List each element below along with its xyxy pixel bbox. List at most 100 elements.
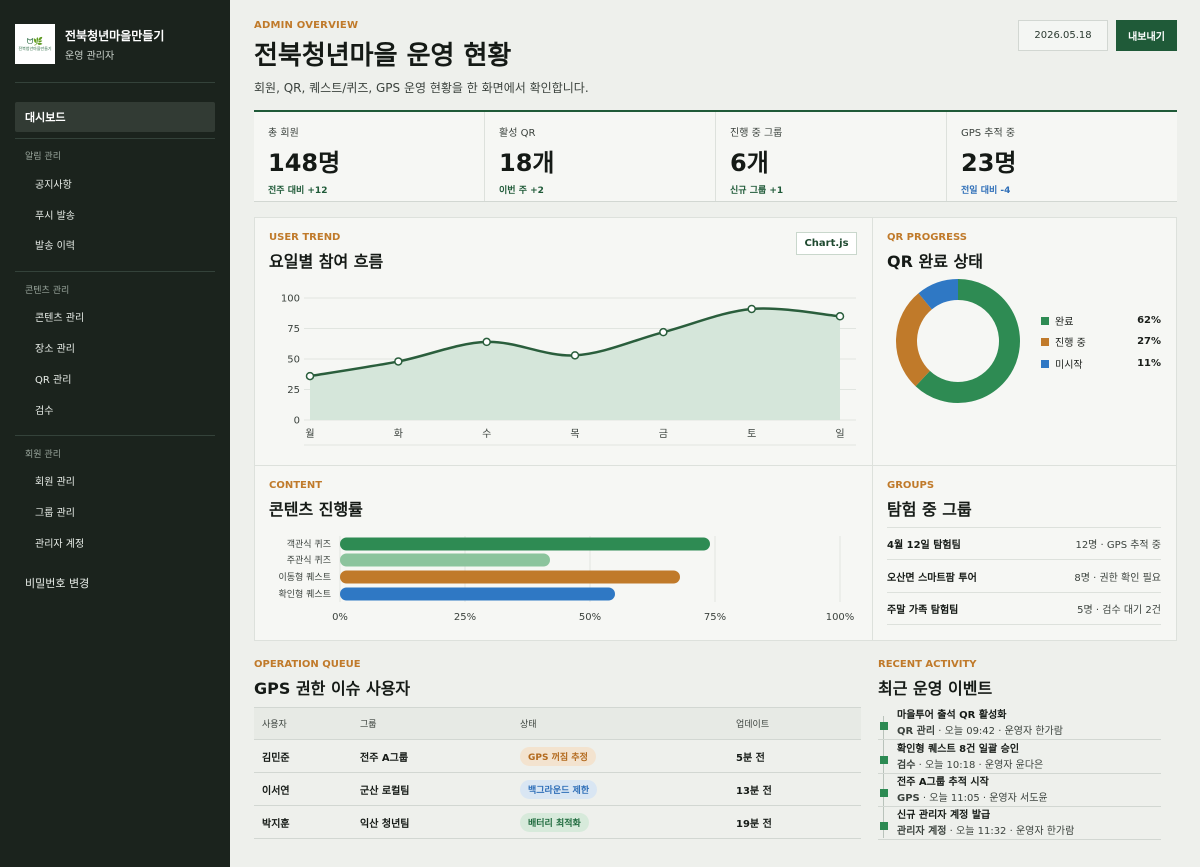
export-button[interactable]: 내보내기	[1116, 20, 1177, 51]
group-meta: 5명 · 검수 대기 2건	[1077, 605, 1161, 616]
activity-detail: · 오늘 10:18 · 운영자 윤다은	[915, 760, 1044, 771]
activity-title: 확인형 퀘스트 8건 일괄 승인	[897, 744, 1020, 755]
brand[interactable]: ᗢ🌿 전북청년마을만들기 전북청년마을만들기 운영 관리자	[15, 24, 164, 64]
activity-meta: QR 관리 · 오늘 09:42 · 운영자 한가람	[897, 722, 1063, 737]
status-badge: GPS 꺼짐 추정	[520, 746, 596, 766]
x-tick-label: 0%	[332, 612, 348, 623]
activity-item[interactable]: 확인형 퀘스트 8건 일괄 승인 검수 · 오늘 10:18 · 운영자 윤다은	[878, 740, 1161, 774]
activity-category: 검수	[897, 760, 916, 771]
cell-group: 군산 로컬팀	[360, 785, 410, 797]
x-tick-label: 화	[394, 428, 403, 440]
stat-value: 18개	[499, 149, 555, 177]
bar-category-label: 주관식 퀴즈	[287, 555, 331, 566]
activity-detail: · 오늘 11:05 · 운영자 서도윤	[919, 793, 1048, 804]
group-row[interactable]: 주말 가족 탐험팀 5명 · 검수 대기 2건	[887, 593, 1161, 625]
legend-value: 27%	[1137, 336, 1161, 347]
content-panel	[254, 465, 873, 641]
group-row[interactable]: 오산면 스마트팜 투어 8명 · 권한 확인 필요	[887, 561, 1161, 593]
legend-label: 진행 중	[1055, 338, 1086, 349]
cell-updated: 5분 전	[736, 752, 765, 764]
activity-item[interactable]: 신규 관리자 계정 발급 관리자 계정 · 오늘 11:32 · 운영자 한가람	[878, 806, 1161, 840]
groups-panel	[872, 465, 1177, 641]
qr-progress-eyebrow: QR PROGRESS	[887, 232, 967, 243]
y-tick-label: 75	[287, 324, 300, 335]
group-meta: 12명 · GPS 추적 중	[1075, 540, 1161, 551]
col-header-group: 그룹	[360, 720, 377, 730]
trend-area	[310, 308, 840, 420]
date-chip[interactable]: 2026.05.18	[1018, 20, 1108, 51]
col-header-status: 상태	[520, 720, 537, 730]
sidebar-item-members[interactable]: 회원 관리	[35, 477, 75, 488]
sidebar-item-review[interactable]: 검수	[35, 406, 54, 417]
legend-value: 62%	[1137, 315, 1161, 326]
legend-row-not-started: 미시작 11%	[1041, 356, 1161, 371]
timeline-dot	[880, 756, 888, 764]
trend-point	[659, 327, 668, 337]
trend-point	[570, 351, 580, 360]
sidebar-item-admin-accounts[interactable]: 관리자 계정	[35, 539, 85, 550]
activity-category: GPS	[897, 793, 920, 804]
stat-label: 총 회원	[268, 128, 299, 139]
trend-point	[482, 337, 491, 347]
activity-detail: · 오늘 09:42 · 운영자 한가람	[935, 726, 1063, 737]
sidebar-item-send-history[interactable]: 발송 이력	[35, 241, 75, 252]
page-description: 회원, QR, 퀘스트/퀴즈, GPS 운영 현황을 한 화면에서 확인합니다.	[254, 81, 589, 95]
sidebar-item-qr[interactable]: QR 관리	[35, 375, 72, 386]
sidebar-item-notices[interactable]: 공지사항	[35, 180, 72, 191]
progress-bar	[340, 587, 615, 601]
sidebar-item-push-send[interactable]: 푸시 발송	[35, 211, 75, 222]
stat-delta: 전일 대비 -4	[961, 186, 1011, 196]
x-tick-label: 목	[570, 428, 579, 440]
sidebar-item-password-change[interactable]: 비밀번호 변경	[25, 577, 90, 590]
sidebar-item-places[interactable]: 장소 관리	[35, 344, 75, 355]
stat-card-active-groups: 진행 중 그룹 6개 신규 그룹 +1	[716, 112, 947, 201]
sidebar-group-content: 콘텐츠 관리	[25, 286, 70, 296]
trend-point	[394, 357, 403, 366]
legend-label: 미시작	[1055, 360, 1083, 371]
trend-point	[305, 371, 315, 381]
bar-category-label: 이동형 퀘스트	[278, 572, 331, 583]
legend-label: 완료	[1055, 317, 1074, 328]
sidebar-item-content[interactable]: 콘텐츠 관리	[35, 313, 85, 324]
activity-item[interactable]: 마을투어 출석 QR 활성화 QR 관리 · 오늘 09:42 · 운영자 한가…	[878, 706, 1161, 740]
recent-activity-eyebrow: RECENT ACTIVITY	[878, 659, 977, 670]
operation-queue-eyebrow: OPERATION QUEUE	[254, 659, 361, 670]
donut-slice	[918, 279, 959, 310]
y-tick-label: 100	[281, 294, 300, 305]
trend-point	[747, 304, 756, 314]
sidebar-item-dashboard[interactable]: 대시보드	[15, 102, 215, 132]
table-row[interactable]: 이서연 군산 로컬팀 백그라운드 제한 13분 전	[254, 773, 861, 806]
col-header-user: 사용자	[262, 720, 287, 730]
x-tick-label: 50%	[579, 612, 601, 623]
donut-slice	[896, 293, 933, 387]
group-name: 주말 가족 탐험팀	[887, 605, 959, 616]
activity-category: 관리자 계정	[897, 826, 947, 837]
table-row[interactable]: 박지훈 익산 청년팀 배터리 최적화 19분 전	[254, 806, 861, 839]
gps-issue-table: 사용자 그룹 상태 업데이트 김민준 전주 A그룹 GPS 꺼짐 추정 5분 전…	[254, 707, 861, 839]
activity-meta: GPS · 오늘 11:05 · 운영자 서도윤	[897, 789, 1048, 804]
status-badge: 배터리 최적화	[520, 812, 589, 832]
legend-swatch	[1041, 359, 1049, 368]
x-tick-label: 25%	[454, 612, 476, 623]
logo-mark: ᗢ🌿	[26, 36, 44, 46]
col-header-updated: 업데이트	[736, 720, 770, 730]
activity-item[interactable]: 전주 A그룹 추적 시작 GPS · 오늘 11:05 · 운영자 서도윤	[878, 773, 1161, 807]
stats-row: 총 회원 148명 전주 대비 +12 활성 QR 18개 이번 주 +2 진행…	[254, 110, 1177, 202]
bar-category-label: 확인형 퀘스트	[278, 588, 331, 600]
table-row[interactable]: 김민준 전주 A그룹 GPS 꺼짐 추정 5분 전	[254, 740, 861, 773]
sidebar-group-notifications: 알림 관리	[25, 152, 61, 162]
page-eyebrow: ADMIN OVERVIEW	[254, 20, 359, 31]
group-row[interactable]: 4월 12일 탐험팀 12명 · GPS 추적 중	[887, 528, 1161, 560]
qr-donut-chart	[896, 279, 1020, 403]
qr-progress-title: QR 완료 상태	[887, 252, 983, 271]
sidebar-item-groups[interactable]: 그룹 관리	[35, 508, 75, 519]
groups-title: 탐험 중 그룹	[887, 500, 972, 519]
stat-card-members: 총 회원 148명 전주 대비 +12	[254, 112, 485, 201]
cell-user: 박지훈	[262, 818, 290, 830]
stat-card-gps-tracking: GPS 추적 중 23명 전일 대비 -4	[947, 112, 1177, 201]
content-title: 콘텐츠 진행률	[269, 500, 363, 519]
stat-label: 진행 중 그룹	[730, 128, 783, 139]
brand-subtitle: 운영 관리자	[65, 50, 115, 62]
operation-queue-title: GPS 권한 이슈 사용자	[254, 679, 411, 698]
